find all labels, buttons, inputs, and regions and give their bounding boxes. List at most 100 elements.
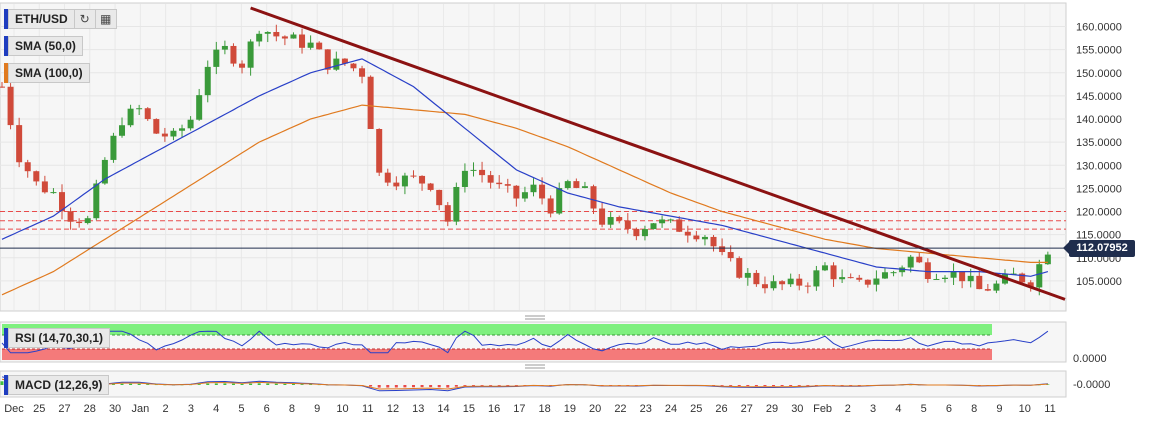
macd-bar xyxy=(420,385,424,388)
candle-body xyxy=(93,183,100,219)
macd-bar xyxy=(549,385,553,386)
rsi-oversold-zone xyxy=(2,349,992,360)
macd-bar xyxy=(309,384,313,385)
x-axis-ticks: Dec 25 27 28 30 Jan 2 3 4 5 6 8 9 10 11 12 13 14 15 16 17 18 1… xyxy=(4,403,1055,415)
macd-bar xyxy=(729,385,733,386)
candle-body xyxy=(779,281,786,285)
macd-bar xyxy=(806,385,810,386)
rsi-tag[interactable]: RSI (14,70,30,1) xyxy=(4,328,111,348)
y-tick-label: 130.0000 xyxy=(1076,160,1122,172)
refresh-icon[interactable]: ↻ xyxy=(74,9,96,29)
candle-body xyxy=(67,211,74,222)
resistance-lines xyxy=(0,211,1066,230)
candle-body xyxy=(119,125,126,136)
x-tick-label: 8 xyxy=(971,403,977,415)
y-tick-label: 155.0000 xyxy=(1076,45,1122,57)
candle-body xyxy=(419,175,426,184)
bar-style-icon[interactable]: ▦ xyxy=(95,9,117,29)
descending-trendline[interactable] xyxy=(250,6,1066,301)
candle-body xyxy=(993,283,1000,291)
macd-bar xyxy=(369,385,373,387)
macd-signal-line xyxy=(1,378,1048,390)
macd-bar xyxy=(437,385,441,388)
candle-body xyxy=(427,183,434,190)
candle-body xyxy=(530,184,537,193)
x-tick-label: 2 xyxy=(845,403,851,415)
candle-body xyxy=(633,228,640,237)
candle-body xyxy=(50,192,57,194)
x-tick-label: 6 xyxy=(946,403,952,415)
candle-body xyxy=(256,33,263,42)
candle-body xyxy=(504,184,511,186)
candle-body xyxy=(84,218,91,224)
x-tick-label: 8 xyxy=(289,403,295,415)
candle-body xyxy=(316,42,323,50)
candle-body xyxy=(393,182,400,187)
x-tick-label: 18 xyxy=(539,403,551,415)
macd-bar xyxy=(129,383,133,385)
macd-bar xyxy=(780,385,784,387)
candle-body xyxy=(881,272,888,279)
macd-bar xyxy=(249,383,253,385)
x-tick-label: 27 xyxy=(741,403,753,415)
candle-body xyxy=(110,135,117,160)
candle-body xyxy=(624,220,631,229)
candle-body xyxy=(33,171,40,182)
candle-body xyxy=(401,175,408,187)
candle-body xyxy=(221,45,228,50)
candle-body xyxy=(959,271,966,282)
candle-body xyxy=(770,281,777,289)
candle-body xyxy=(667,219,674,221)
candle-body xyxy=(436,189,443,206)
candle-body xyxy=(950,271,957,278)
candle-body xyxy=(590,186,597,209)
candle-body xyxy=(890,272,897,274)
candle-body xyxy=(916,256,923,263)
candle-body xyxy=(204,66,211,96)
rsi-overbought-zone xyxy=(2,324,992,335)
y-tick-label: 105.0000 xyxy=(1076,276,1122,288)
macd-bar xyxy=(772,385,776,387)
candle-body xyxy=(496,182,503,185)
candle-body xyxy=(359,68,366,77)
symbol-tag[interactable]: ETH/USD ↻ ▦ xyxy=(4,9,117,29)
x-tick-label: 9 xyxy=(314,403,320,415)
candle-body xyxy=(76,221,83,224)
macd-tag[interactable]: MACD (12,26,9) xyxy=(4,375,110,395)
candle-body xyxy=(676,219,683,232)
x-tick-label: Feb xyxy=(813,403,832,415)
sma100-tag[interactable]: SMA (100,0) xyxy=(4,63,90,83)
sma50-tag[interactable]: SMA (50,0) xyxy=(4,36,83,56)
candle-body xyxy=(1027,282,1034,288)
candle-body xyxy=(1036,264,1043,288)
x-tick-label: 15 xyxy=(463,403,475,415)
panel-divider-handle-2[interactable] xyxy=(525,364,545,369)
candle-body xyxy=(839,277,846,280)
candle-body xyxy=(239,63,246,68)
candle-body xyxy=(0,86,6,88)
x-tick-label: 10 xyxy=(336,403,348,415)
candle-body xyxy=(787,278,794,285)
macd-bar xyxy=(257,383,261,385)
macd-bar xyxy=(291,384,295,385)
macd-label: MACD (12,26,9) xyxy=(8,375,110,395)
x-tick-label: 24 xyxy=(665,403,677,415)
candle-body xyxy=(299,34,306,48)
candle-body xyxy=(813,270,820,287)
panel-divider-handle[interactable] xyxy=(525,315,545,320)
candle-body xyxy=(290,34,297,39)
macd-bar xyxy=(737,385,741,387)
candle-body xyxy=(127,108,134,126)
x-tick-label: 27 xyxy=(58,403,70,415)
candle-body xyxy=(547,198,554,214)
macd-bar xyxy=(137,383,141,385)
candle-body xyxy=(487,175,494,183)
candle-body xyxy=(693,235,700,240)
candle-body xyxy=(607,217,614,225)
x-tick-label: 6 xyxy=(264,403,270,415)
candle-body xyxy=(367,76,374,130)
candle-body xyxy=(796,278,803,286)
macd-bar xyxy=(720,385,724,386)
macd-bar xyxy=(411,385,415,388)
